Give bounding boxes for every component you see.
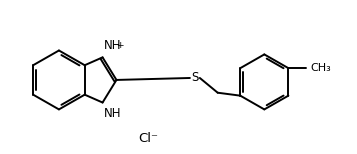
Text: Cl⁻: Cl⁻ [138, 132, 158, 145]
Text: NH: NH [104, 39, 121, 53]
Text: +: + [116, 41, 124, 49]
Text: S: S [191, 71, 198, 85]
Text: CH₃: CH₃ [310, 63, 331, 73]
Text: NH: NH [104, 107, 121, 120]
